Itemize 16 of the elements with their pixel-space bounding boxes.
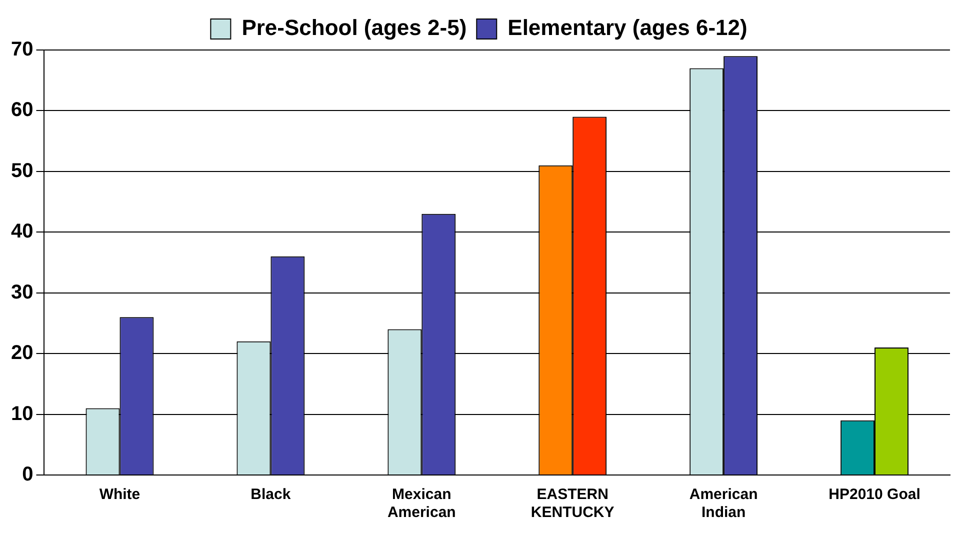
x-tick-label: Mexican American bbox=[387, 486, 456, 522]
legend-label: Pre-School (ages 2-5) bbox=[242, 15, 467, 40]
x-tick-label: White bbox=[99, 486, 140, 504]
y-tick-label: 20 bbox=[10, 342, 34, 364]
x-tick-label: American Indian bbox=[689, 486, 758, 522]
y-tick-label: 70 bbox=[10, 38, 34, 61]
y-tick-label: 10 bbox=[10, 402, 34, 425]
x-tick-label: Black bbox=[250, 486, 292, 504]
y-tick-label: 40 bbox=[10, 220, 34, 243]
x-tick-label: HP2010 Goal bbox=[828, 486, 920, 504]
y-tick-label: 50 bbox=[10, 160, 34, 182]
legend-label: Elementary (ages 6-12) bbox=[508, 15, 748, 40]
y-tick-label: 30 bbox=[10, 281, 34, 304]
x-tick-label: EASTERN KENTUCKY bbox=[530, 486, 614, 522]
y-tick-label: 60 bbox=[10, 99, 34, 122]
y-tick-label: 0 bbox=[22, 464, 34, 486]
